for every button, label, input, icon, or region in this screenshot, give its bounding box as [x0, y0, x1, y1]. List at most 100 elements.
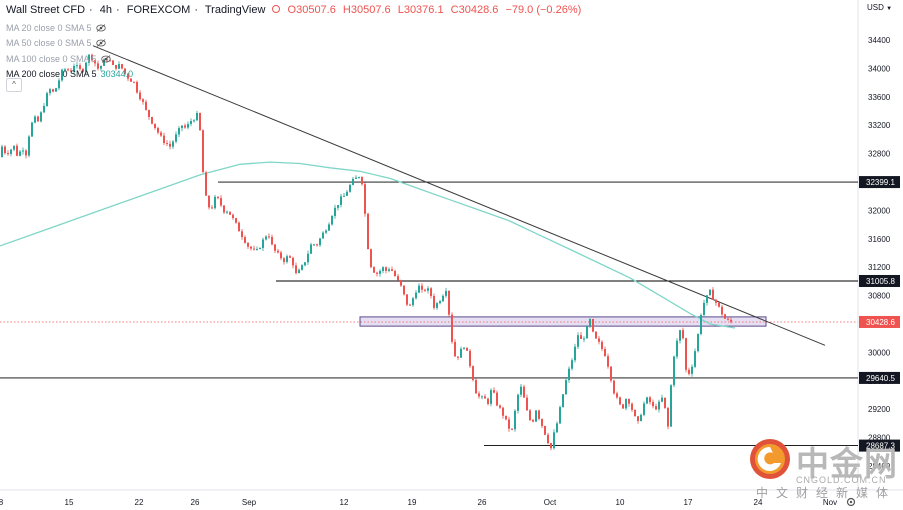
candle-body — [448, 290, 450, 315]
candle-body — [664, 397, 666, 408]
indicator-ma20[interactable]: MA 20 close 0 SMA 5 — [6, 20, 133, 36]
candle-body — [340, 196, 342, 205]
candle-body — [79, 65, 81, 69]
candle-body — [202, 130, 204, 173]
x-tick-label: 19 — [408, 498, 417, 507]
x-tick-label: 15 — [65, 498, 74, 507]
x-tick-label: 24 — [754, 498, 763, 507]
candle-body — [355, 177, 357, 179]
settings-gear-icon[interactable] — [845, 496, 857, 508]
candle-body — [73, 65, 75, 72]
candle-body — [127, 73, 129, 79]
indicator-ma50[interactable]: MA 50 close 0 SMA 5 — [6, 36, 133, 52]
y-tick-label: 30800 — [868, 292, 891, 301]
candle-body — [349, 184, 351, 192]
candle-body — [154, 123, 156, 128]
candle-body — [298, 269, 300, 274]
candle-body — [196, 112, 198, 121]
candle-body — [253, 248, 255, 250]
chevron-down-icon: ▼ — [886, 6, 893, 12]
candle-body — [403, 285, 405, 295]
candle-body — [394, 270, 396, 277]
candle-body — [514, 410, 516, 430]
indicator-ma100[interactable]: MA 100 close 0 SMA 5 — [6, 51, 133, 67]
indicator-ma200[interactable]: MA 200 close 0 SMA 5 30344.0 — [6, 67, 133, 83]
candle-body — [157, 127, 159, 133]
candle-body — [691, 366, 693, 374]
candle-body — [418, 285, 420, 293]
candle-body — [373, 267, 375, 273]
candle-body — [103, 59, 105, 66]
candle-body — [583, 338, 585, 340]
candle-body — [37, 116, 39, 122]
candle-body — [382, 267, 384, 271]
candle-body — [487, 398, 489, 404]
candle-body — [4, 146, 6, 154]
candle-body — [34, 116, 36, 123]
eye-off-icon[interactable] — [100, 54, 111, 63]
watermark-subtitle: 中文财经新媒体 — [756, 486, 897, 500]
candle-body — [214, 196, 216, 209]
candle-body — [463, 347, 465, 349]
candle-body — [25, 150, 27, 156]
candle-body — [250, 246, 252, 249]
candle-body — [427, 288, 429, 291]
candle-body — [658, 401, 660, 410]
candle-body — [568, 368, 570, 381]
candle-body — [496, 392, 498, 406]
candle-body — [517, 394, 519, 411]
candle-body — [652, 402, 654, 407]
candle-body — [520, 386, 522, 395]
candle-body — [10, 149, 12, 154]
candle-body — [421, 285, 423, 290]
candle-body — [628, 399, 630, 404]
y-tick-label: 28800 — [868, 434, 891, 443]
candle-body — [31, 122, 33, 137]
candle-body — [676, 340, 678, 357]
indicator-label: MA 200 close 0 SMA 5 — [6, 69, 97, 80]
interval[interactable]: 4h — [99, 4, 113, 16]
last-price-label: 30428.6 — [866, 318, 895, 327]
candle-body — [670, 385, 672, 427]
candle-body — [70, 70, 72, 72]
candle-body — [511, 428, 513, 430]
candle-body — [523, 386, 525, 398]
eye-off-icon[interactable] — [95, 39, 106, 48]
candle-body — [619, 397, 621, 405]
candle-body — [361, 177, 363, 185]
candle-body — [100, 65, 102, 69]
x-tick-label: Nov — [823, 498, 837, 507]
y-tick-label: 33600 — [868, 93, 891, 102]
candle-body — [445, 290, 447, 296]
watermark-brand-en: CNGOLD.COM.CN — [796, 475, 887, 485]
candle-body — [559, 407, 561, 424]
candle-body — [331, 215, 333, 225]
symbol-name[interactable]: Wall Street CFD — [6, 4, 86, 16]
candle-body — [352, 178, 354, 185]
candle-body — [292, 257, 294, 266]
candle-body — [571, 360, 573, 369]
candle-body — [688, 369, 690, 374]
candle-body — [547, 434, 549, 444]
source: TradingView — [204, 4, 266, 16]
indicator-value: 30344.0 — [100, 69, 134, 80]
candle-body — [538, 410, 540, 419]
candle-body — [88, 54, 90, 63]
candle-body — [556, 423, 558, 433]
candle-body — [166, 143, 168, 145]
candle-body — [682, 330, 684, 339]
collapse-indicators-button[interactable]: ^ — [6, 78, 22, 92]
candle-body — [61, 69, 63, 81]
chart-header: Wall Street CFD · 4h · FOREXCOM · TradingVi… — [6, 4, 582, 16]
x-tick-label: 17 — [684, 498, 693, 507]
candle-body — [19, 151, 21, 156]
candle-body — [529, 410, 531, 421]
currency-selector[interactable]: USD ▼ — [867, 3, 892, 12]
candle-body — [316, 244, 318, 246]
candle-body — [265, 236, 267, 240]
candle-body — [466, 347, 468, 351]
candle-body — [409, 304, 411, 306]
eye-off-icon[interactable] — [95, 23, 106, 32]
watermark-brand-cn: 中金网 — [796, 444, 898, 483]
